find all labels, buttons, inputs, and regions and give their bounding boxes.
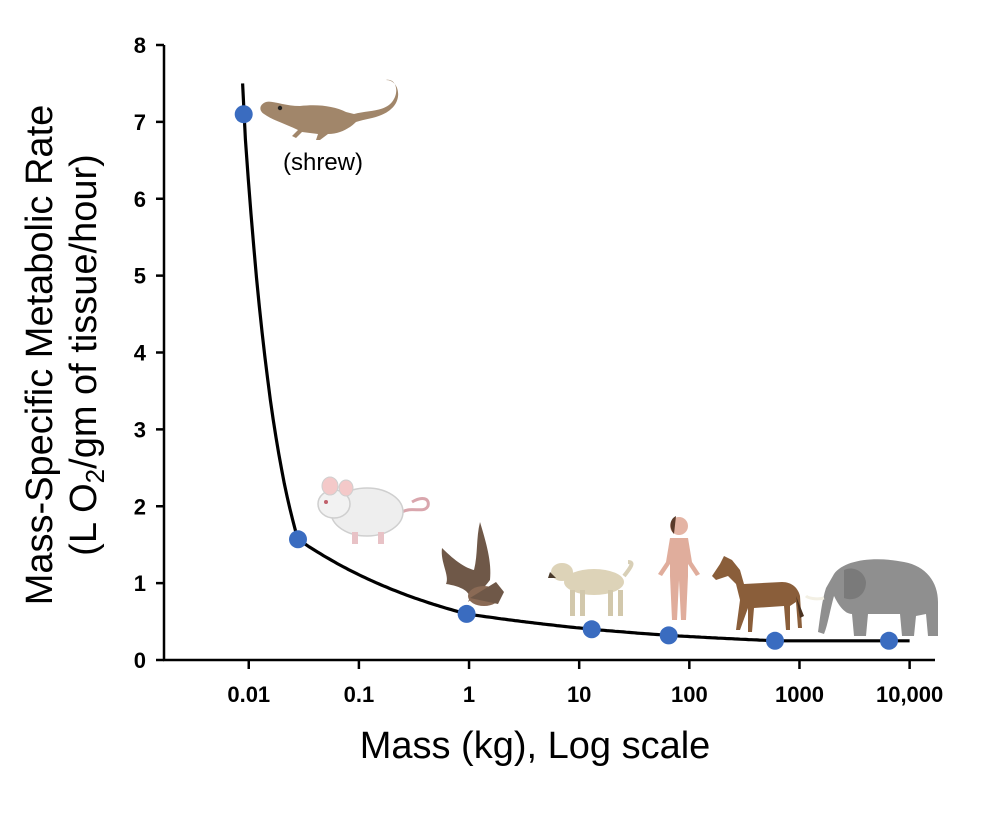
x-axis-title: Mass (kg), Log scale <box>360 725 711 767</box>
data-point-human <box>659 626 678 645</box>
y-axis-title: Mass-Specific Metabolic Rate (L O2/gm of… <box>19 105 110 606</box>
x-ticks: 0.01 0.1 1 10 100 1000 10,000 <box>227 660 943 707</box>
shrew-label: (shrew) <box>283 149 363 176</box>
y-tick-label: 8 <box>134 33 146 58</box>
data-point-elephant <box>880 631 898 650</box>
horse-icon <box>712 556 804 632</box>
y-tick-label: 1 <box>134 571 146 596</box>
x-tick-label: 1000 <box>775 682 824 707</box>
y-tick-label: 6 <box>134 187 146 212</box>
data-points <box>234 105 898 650</box>
fit-curve <box>241 83 910 643</box>
data-point-mouse <box>289 530 307 549</box>
bat-icon <box>441 522 504 606</box>
y-tick-label: 2 <box>134 494 146 519</box>
data-point-shrew <box>234 105 253 124</box>
x-tick-label: 10,000 <box>876 682 943 707</box>
y-tick-label: 4 <box>134 341 147 366</box>
elephant-icon <box>804 559 938 636</box>
y-axis-title-line2: (L O2/gm of tissue/hour) <box>63 154 110 556</box>
y-tick-label: 7 <box>134 110 146 135</box>
x-tick-label: 1 <box>463 682 475 707</box>
x-tick-label: 0.1 <box>344 682 375 707</box>
mouse-icon <box>317 476 430 544</box>
x-tick-label: 0.01 <box>227 682 270 707</box>
y-tick-label: 5 <box>134 264 146 289</box>
x-tick-label: 100 <box>671 682 708 707</box>
y-ticks: 0 1 2 3 4 5 6 7 8 <box>134 33 164 673</box>
x-tick-label: 10 <box>567 682 591 707</box>
human-icon <box>658 516 700 620</box>
y-tick-label: 0 <box>134 648 146 673</box>
data-point-dog <box>582 620 601 639</box>
data-point-horse <box>766 631 784 650</box>
dog-icon <box>548 560 634 616</box>
data-point-bat <box>457 604 476 623</box>
shrew-icon <box>260 79 399 140</box>
y-tick-label: 3 <box>134 417 146 442</box>
y-axis-title-line1: Mass-Specific Metabolic Rate <box>19 105 61 606</box>
